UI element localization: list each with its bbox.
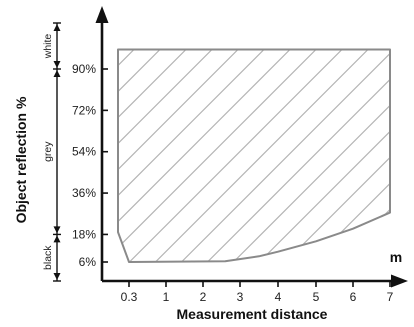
- hatch-line: [118, 49, 249, 262]
- band-arrow-icon: [53, 273, 61, 280]
- hatch-line: [405, 39, 414, 272]
- x-axis: [102, 274, 408, 288]
- y-axis-ticks: 6% 18% 36% 54% 72% 90%: [72, 62, 108, 269]
- band-arrow-icon: [53, 61, 61, 68]
- x-tick-label: 3: [237, 290, 244, 304]
- hatch-line: [118, 49, 171, 262]
- hatch-line: [118, 49, 223, 262]
- y-tick-label: 54%: [72, 145, 96, 159]
- coverage-region-hatch: [118, 39, 414, 272]
- reflection-bands: black grey white: [42, 22, 61, 282]
- y-tick-label: 6%: [79, 255, 97, 269]
- hatch-line: [223, 49, 390, 262]
- x-axis-ticks: 0.3 1 2 3 4 5 6 7: [121, 281, 394, 304]
- hatch-line: [118, 49, 197, 262]
- x-tick-label: 4: [275, 290, 282, 304]
- band-arrow-icon: [53, 70, 61, 77]
- y-tick-label: 18%: [72, 227, 96, 241]
- band-label-black: black: [42, 245, 54, 270]
- band-arrow-icon: [53, 24, 61, 31]
- hatch-line: [249, 49, 390, 262]
- hatch-line: [145, 49, 379, 262]
- y-tick-label: 90%: [72, 62, 96, 76]
- hatch-line: [118, 49, 301, 262]
- hatch-line: [353, 49, 390, 262]
- hatch-line: [171, 49, 390, 262]
- y-axis-arrow-icon: [95, 6, 109, 23]
- x-tick-label: 5: [313, 290, 320, 304]
- hatch-line: [118, 49, 275, 262]
- x-tick-label: 2: [200, 290, 207, 304]
- y-axis-title: Object reflection %: [13, 96, 29, 223]
- hatch-line: [197, 49, 390, 262]
- x-tick-label: 6: [350, 290, 357, 304]
- x-tick-label: 0.3: [121, 290, 138, 304]
- coverage-region-outline: [117, 48, 391, 263]
- hatch-line: [379, 49, 390, 262]
- x-axis-arrow-icon: [391, 274, 408, 288]
- x-axis-unit: m: [390, 249, 402, 265]
- x-tick-label: 7: [387, 290, 394, 304]
- y-tick-label: 36%: [72, 186, 96, 200]
- hatch-line: [118, 49, 327, 262]
- y-tick-label: 72%: [72, 103, 96, 117]
- band-arrow-icon: [53, 226, 61, 234]
- hatch-line: [119, 49, 353, 262]
- band-label-white: white: [42, 34, 54, 60]
- x-tick-label: 1: [163, 290, 170, 304]
- hatch-line: [301, 49, 390, 262]
- band-label-grey: grey: [42, 141, 54, 162]
- x-axis-title: Measurement distance: [177, 306, 328, 322]
- hatch-line: [275, 49, 390, 262]
- band-arrow-icon: [53, 235, 61, 243]
- y-axis: [95, 6, 109, 281]
